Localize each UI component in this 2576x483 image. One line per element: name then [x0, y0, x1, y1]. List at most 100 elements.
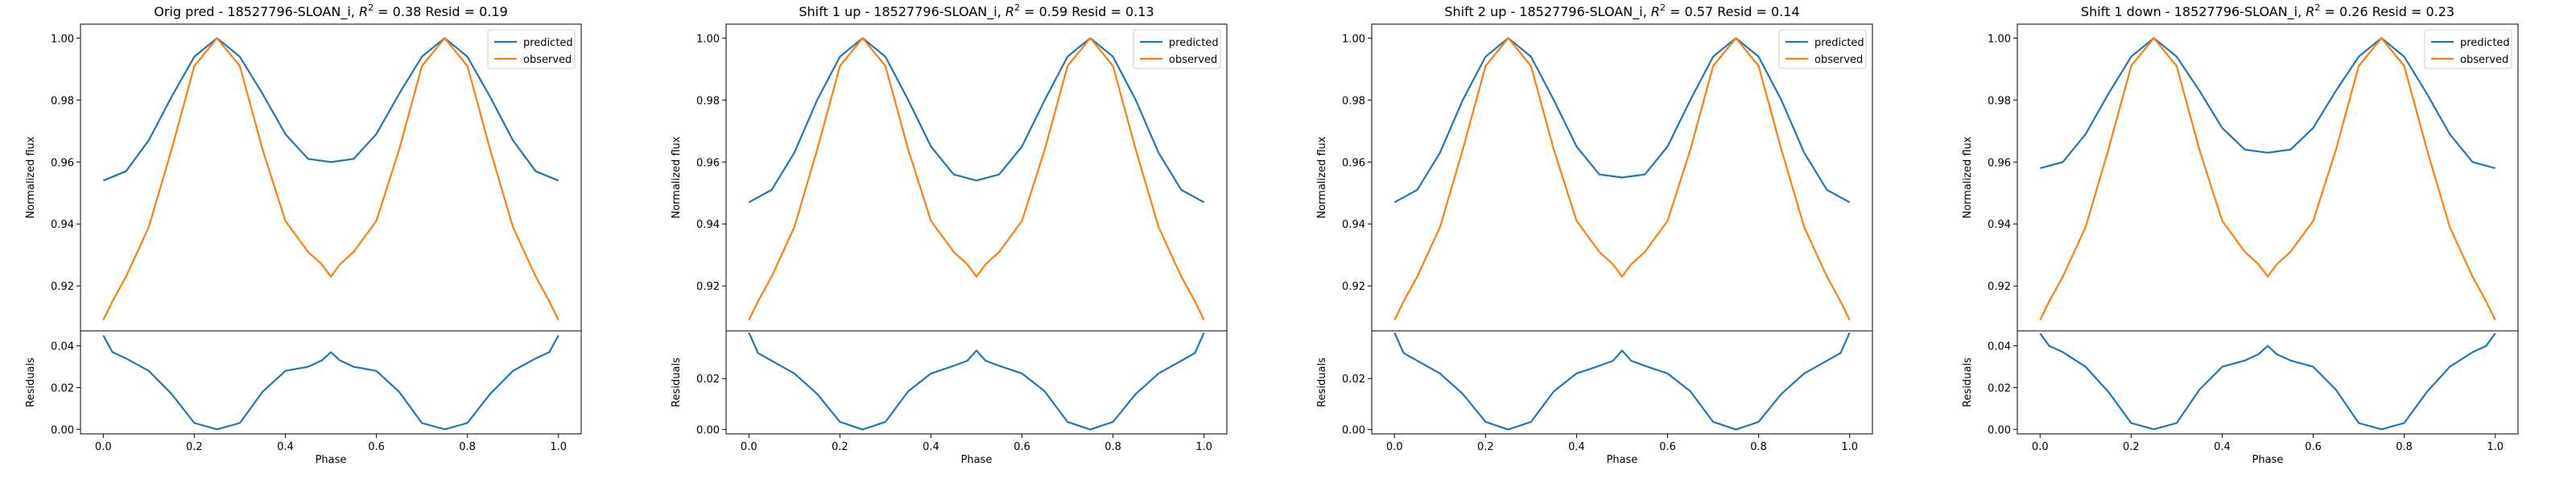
chart-title: Shift 2 up - 18527796-SLOAN_i, R2 = 0.57…	[1444, 2, 1799, 20]
series-line-residuals	[2039, 332, 2496, 431]
xtick-label: 0.8	[1104, 441, 1121, 453]
r2-equals: =	[2320, 4, 2339, 19]
xtick-label: 0.4	[277, 441, 294, 453]
top-ytick-label: 0.94	[1988, 219, 2011, 231]
bottom-ytick-label: 0.00	[51, 424, 74, 436]
xtick-label: 0.6	[1013, 441, 1030, 453]
xtick-label: 1.0	[550, 441, 567, 453]
bottom-ytick-label: 0.04	[51, 341, 74, 353]
top-ytick-label: 0.98	[51, 95, 74, 107]
resid-label: Resid =	[421, 4, 479, 19]
resid-value: 0.13	[1125, 4, 1154, 19]
xtick-label: 0.2	[186, 441, 203, 453]
r2-symbol: R	[1651, 4, 1660, 19]
chart-title-prefix: Shift 1 up - 18527796-SLOAN_i,	[799, 4, 1005, 20]
bottom-ytick-label: 0.04	[1988, 341, 2011, 353]
series-line-residuals	[102, 335, 559, 431]
chart-panel-1: Orig pred - 18527796-SLOAN_i, R2 = 0.38 …	[25, 2, 582, 466]
y-axis-label-flux: Normalized flux	[25, 136, 37, 218]
xtick-label: 0.6	[1659, 441, 1676, 453]
top-ytick-label: 1.00	[1988, 33, 2011, 45]
bottom-ytick-label: 0.00	[1342, 425, 1365, 437]
xtick-label: 0.4	[2214, 441, 2231, 453]
y-axis-label-flux: Normalized flux	[1316, 136, 1328, 218]
top-ytick-label: 0.92	[1988, 281, 2011, 293]
resid-value: 0.19	[479, 4, 508, 19]
top-ytick-label: 0.96	[51, 157, 74, 169]
bottom-ytick-label: 0.00	[1988, 424, 2011, 436]
r2-equals: =	[374, 4, 393, 19]
xtick-label: 0.0	[2032, 441, 2049, 453]
xtick-label: 0.6	[368, 441, 385, 453]
series-line-predicted	[102, 37, 559, 182]
bottom-ytick-label: 0.02	[51, 382, 74, 394]
bottom-axes-frame	[725, 330, 1228, 435]
series-line-observed	[2039, 37, 2496, 320]
chart-title-prefix: Orig pred - 18527796-SLOAN_i,	[154, 4, 359, 20]
xtick-label: 1.0	[1195, 441, 1212, 453]
xtick-label: 1.0	[2487, 441, 2504, 453]
xtick-label: 0.0	[1386, 441, 1403, 453]
chart-title-prefix: Shift 1 down - 18527796-SLOAN_i,	[2081, 4, 2306, 20]
legend-label: predicted	[1814, 37, 1864, 49]
series-line-predicted	[748, 37, 1205, 204]
r2-value: 0.57	[1685, 4, 1714, 19]
resid-label: Resid =	[1713, 4, 1771, 19]
chart-panel-2: Shift 1 up - 18527796-SLOAN_i, R2 = 0.59…	[671, 2, 1228, 466]
r2-equals: =	[1020, 4, 1039, 19]
xtick-label: 0.2	[2123, 441, 2140, 453]
x-axis-label: Phase	[316, 454, 347, 466]
r2-value: 0.59	[1039, 4, 1068, 19]
chart-title: Shift 1 down - 18527796-SLOAN_i, R2 = 0.…	[2081, 2, 2454, 20]
y-axis-label-residuals: Residuals	[671, 357, 683, 407]
y-axis-label-residuals: Residuals	[25, 357, 37, 407]
chart-panel-3: Shift 2 up - 18527796-SLOAN_i, R2 = 0.57…	[1316, 2, 1873, 466]
r2-symbol: R	[359, 4, 368, 19]
bottom-axes-frame	[2017, 330, 2519, 435]
legend-label: observed	[2460, 54, 2508, 66]
y-axis-label-residuals: Residuals	[1316, 357, 1328, 407]
top-ytick-label: 0.92	[51, 281, 74, 293]
top-ytick-label: 1.00	[51, 33, 74, 45]
top-ytick-label: 0.94	[1342, 219, 1365, 231]
r2-exponent: 2	[1660, 2, 1666, 13]
chart-panel-4: Shift 1 down - 18527796-SLOAN_i, R2 = 0.…	[1962, 2, 2519, 466]
r2-exponent: 2	[1014, 2, 1020, 13]
chart-title: Orig pred - 18527796-SLOAN_i, R2 = 0.38 …	[154, 2, 508, 20]
xtick-label: 0.0	[741, 441, 758, 453]
top-ytick-label: 0.94	[696, 219, 720, 231]
r2-value: 0.38	[393, 4, 422, 19]
xtick-label: 0.2	[1477, 441, 1494, 453]
bottom-axes-frame	[80, 330, 582, 435]
bottom-ytick-label: 0.00	[696, 425, 720, 437]
xtick-label: 0.4	[923, 441, 939, 453]
resid-value: 0.23	[2425, 4, 2454, 19]
xtick-label: 0.6	[2305, 441, 2322, 453]
xtick-label: 0.8	[1750, 441, 1767, 453]
series-line-observed	[1393, 37, 1851, 320]
legend-label: predicted	[2460, 37, 2510, 49]
r2-exponent: 2	[368, 2, 374, 13]
top-ytick-label: 0.98	[696, 95, 720, 107]
top-ytick-label: 0.98	[1988, 95, 2011, 107]
r2-exponent: 2	[2314, 2, 2320, 13]
legend-label: observed	[1814, 54, 1863, 66]
legend-label: observed	[1169, 54, 1217, 66]
legend-label: predicted	[523, 37, 573, 49]
y-axis-label-flux: Normalized flux	[671, 136, 683, 218]
r2-equals: =	[1666, 4, 1685, 19]
series-line-residuals	[748, 332, 1205, 431]
top-ytick-label: 0.94	[51, 219, 74, 231]
r2-symbol: R	[2306, 4, 2314, 19]
top-ytick-label: 0.96	[696, 157, 720, 169]
y-axis-label-flux: Normalized flux	[1962, 136, 1974, 218]
xtick-label: 0.0	[95, 441, 112, 453]
xtick-label: 0.2	[832, 441, 848, 453]
top-ytick-label: 0.98	[1342, 95, 1365, 107]
top-ytick-label: 1.00	[696, 33, 720, 45]
series-line-observed	[748, 37, 1205, 320]
bottom-ytick-label: 0.02	[696, 374, 720, 386]
x-axis-label: Phase	[961, 454, 993, 466]
